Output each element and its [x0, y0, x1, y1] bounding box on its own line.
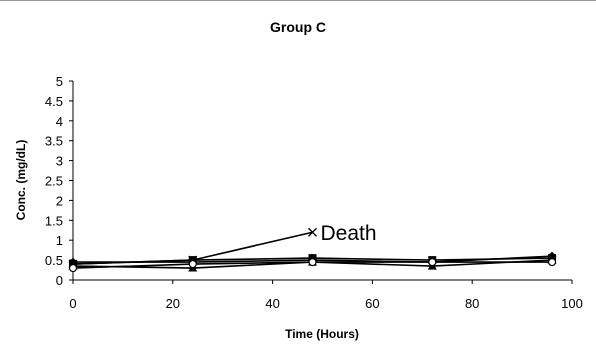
- x-axis-ticks: 0 20 40 60 80 100: [69, 280, 582, 311]
- y-tick-label: 4: [56, 114, 63, 129]
- y-tick-label: 2: [56, 193, 63, 208]
- x-tick-label: 100: [561, 296, 583, 311]
- circle-point: [549, 259, 556, 266]
- y-tick-label: 1: [56, 233, 63, 248]
- circle-point: [309, 259, 316, 266]
- y-tick-label: 0.5: [45, 253, 63, 268]
- y-tick-label: 3.5: [45, 134, 63, 149]
- series-5: [70, 259, 556, 272]
- x-axis-title: Time (Hours): [285, 327, 359, 341]
- x-tick-label: 40: [265, 296, 279, 311]
- x-tick-label: 0: [69, 296, 76, 311]
- death-annotation: Death: [321, 222, 377, 245]
- annotations: Death: [321, 222, 377, 245]
- y-axis-ticks: 0 0.5 1 1.5 2 2.5 3 3.5 4 4.5 5: [45, 74, 73, 288]
- y-tick-label: 2.5: [45, 174, 63, 189]
- series-group: [69, 228, 557, 271]
- circle-point: [189, 261, 196, 268]
- x-tick-label: 20: [166, 296, 180, 311]
- y-tick-label: 3: [56, 154, 63, 169]
- circle-point: [70, 265, 77, 272]
- circle-point: [429, 259, 436, 266]
- y-tick-label: 4.5: [45, 94, 63, 109]
- y-tick-label: 1.5: [45, 213, 63, 228]
- y-tick-label: 5: [56, 74, 63, 89]
- x-tick-label: 80: [465, 296, 479, 311]
- y-tick-label: 0: [56, 273, 63, 288]
- x-tick-label: 60: [365, 296, 379, 311]
- y-axis-title: Conc. (mg/dL): [14, 140, 28, 221]
